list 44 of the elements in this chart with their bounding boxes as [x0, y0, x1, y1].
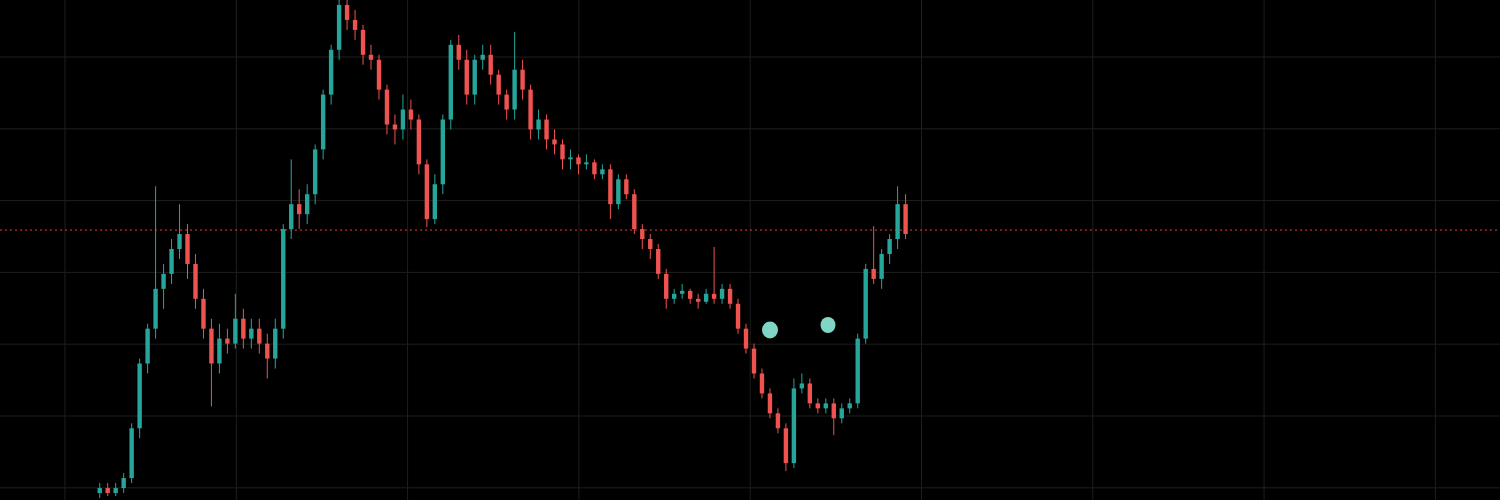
candlestick	[719, 283, 725, 305]
candlestick	[408, 99, 414, 130]
candlestick	[887, 233, 892, 265]
candlestick	[711, 246, 717, 305]
candlestick	[496, 69, 501, 106]
candlestick	[839, 402, 844, 424]
candlestick	[624, 173, 629, 200]
candlestick	[536, 109, 541, 140]
candlestick	[480, 44, 485, 71]
candlestick	[241, 308, 246, 350]
candlestick	[767, 387, 773, 419]
candlestick	[177, 203, 182, 260]
candlestick	[727, 283, 733, 310]
candlestick	[368, 44, 374, 71]
candlestick	[695, 293, 701, 310]
candlestick	[807, 377, 813, 409]
candlestick	[488, 44, 493, 86]
candlestick	[265, 333, 270, 379]
candlestick	[297, 188, 302, 230]
candlestick	[640, 223, 645, 250]
candlestick	[121, 472, 126, 494]
candlestick	[544, 114, 549, 150]
candlestick	[568, 148, 573, 170]
candlestick	[304, 183, 310, 225]
candlestick	[249, 318, 254, 350]
candlestick	[799, 373, 805, 394]
candlestick	[576, 153, 581, 175]
candlestick	[592, 158, 597, 180]
candlestick	[831, 397, 836, 436]
candlestick	[352, 9, 358, 41]
candlestick	[225, 328, 230, 355]
candlestick	[703, 288, 709, 305]
candlestick	[552, 128, 557, 155]
candlestick	[871, 225, 876, 285]
candlestick	[560, 138, 565, 170]
candlestick	[456, 34, 461, 71]
candlestick	[520, 59, 525, 101]
candlestick	[344, 0, 350, 31]
candlestick	[775, 407, 781, 434]
candlestick	[648, 233, 653, 260]
candlestick	[161, 263, 166, 310]
candlestick	[504, 89, 509, 121]
candlestick	[257, 318, 262, 355]
candlestick	[743, 323, 749, 355]
